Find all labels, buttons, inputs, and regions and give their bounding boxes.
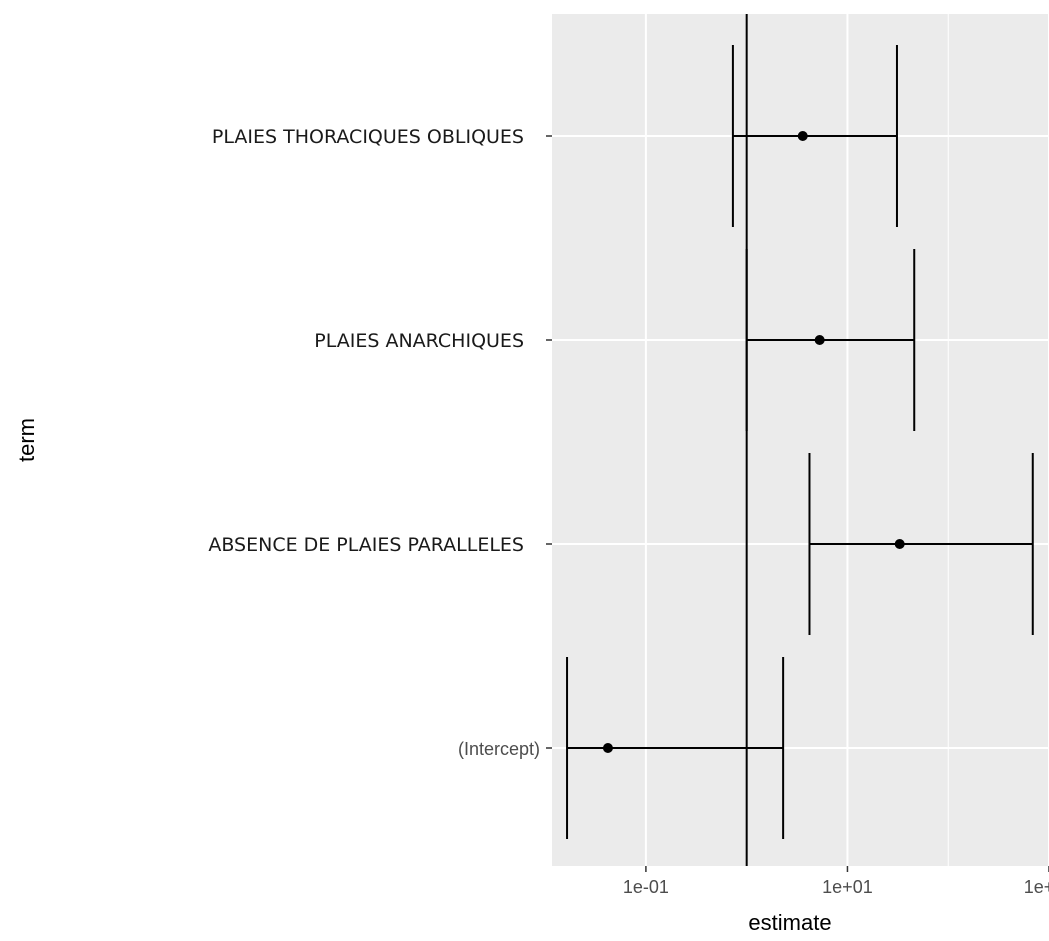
y-category-label: PLAIES THORACIQUES OBLIQUES	[212, 126, 524, 148]
estimate-point	[894, 539, 905, 549]
estimate-point	[602, 743, 613, 753]
x-axis-title: estimate	[748, 910, 831, 935]
x-axis-ticks: 1e-01 1e+01 1e+03	[623, 866, 1049, 897]
y-axis-ticks: PLAIES THORACIQUES OBLIQUES PLAIES ANARCH…	[208, 126, 552, 759]
estimate-points	[602, 131, 905, 753]
plot-panel	[552, 14, 1049, 866]
x-tick-label: 1e+03	[1024, 877, 1049, 897]
estimate-point	[797, 131, 808, 141]
y-category-label: PLAIES ANARCHIQUES	[314, 330, 524, 352]
x-tick-label: 1e+01	[822, 877, 873, 897]
x-tick-label: 1e-01	[623, 877, 669, 897]
y-category-label: ABSENCE DE PLAIES PARALLELES	[208, 534, 524, 556]
estimate-point	[814, 335, 825, 345]
y-category-label: (Intercept)	[458, 739, 540, 759]
y-axis-title: term	[14, 418, 39, 462]
